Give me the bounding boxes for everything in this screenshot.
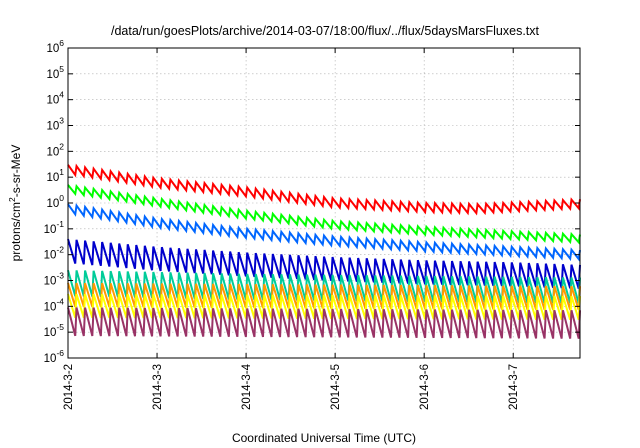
series-line: [67, 307, 581, 339]
y-tick-label: 10-3: [44, 271, 65, 288]
y-tick-label: 103: [46, 116, 64, 133]
x-tick-label: 2014-3-3: [152, 364, 164, 410]
y-tick-label: 104: [46, 90, 64, 107]
series-line: [67, 183, 581, 245]
y-tick-base: 10: [44, 327, 57, 339]
y-tick-base: 10: [44, 276, 57, 288]
series-line: [67, 269, 581, 304]
y-tick-exponent: -3: [56, 271, 64, 281]
y-axis-label-sup: 2: [7, 197, 17, 202]
y-tick-label: 10-5: [44, 322, 65, 339]
y-tick-exponent: 6: [59, 38, 64, 48]
y-tick-label: 101: [46, 167, 64, 184]
x-tick-label: 2014-3-5: [330, 364, 342, 410]
y-axis-label-base: protons/cm: [9, 202, 23, 261]
y-tick-exponent: 4: [59, 90, 64, 100]
series-line: [67, 282, 581, 311]
y-tick-label: 10-1: [44, 219, 65, 236]
x-tick-label: 2014-3-4: [241, 363, 253, 410]
y-tick-exponent: -1: [56, 219, 64, 229]
y-tick-labels: 10-610-510-410-310-210-11001011021031041…: [44, 38, 65, 365]
y-tick-base: 10: [46, 198, 59, 210]
y-tick-label: 106: [46, 38, 64, 55]
y-tick-label: 105: [46, 64, 64, 81]
y-tick-exponent: -5: [56, 322, 64, 332]
y-tick-label: 102: [46, 141, 64, 158]
y-axis-label: protons/cm2-s-sr-MeV: [7, 145, 23, 262]
y-tick-label: 10-2: [44, 245, 65, 262]
y-tick-exponent: -6: [56, 348, 64, 358]
y-tick-exponent: 5: [59, 64, 64, 74]
x-tick-label: 2014-3-6: [419, 364, 431, 410]
y-tick-base: 10: [44, 224, 57, 236]
y-tick-exponent: 2: [59, 141, 64, 151]
y-tick-base: 10: [46, 43, 59, 55]
y-tick-label: 100: [46, 193, 64, 210]
y-tick-exponent: -2: [56, 245, 64, 255]
y-tick-label: 10-4: [44, 296, 65, 313]
y-tick-base: 10: [44, 353, 57, 365]
y-tick-exponent: 3: [59, 116, 64, 126]
chart-title: /data/run/goesPlots/archive/2014-03-07/1…: [111, 24, 540, 38]
y-tick-exponent: -4: [56, 296, 64, 306]
series-line: [67, 293, 581, 321]
y-tick-exponent: 0: [59, 193, 64, 203]
y-tick-label: 10-6: [44, 348, 65, 365]
y-tick-base: 10: [46, 121, 59, 133]
x-tick-labels: 2014-3-2 2014-3-3 2014-3-4 2014-3-5 2014-3-6…: [63, 363, 520, 410]
x-tick-label: 2014-3-7: [508, 364, 520, 410]
tick-marks: [67, 47, 580, 359]
x-axis-label: Coordinated Universal Time (UTC): [232, 431, 416, 445]
y-tick-base: 10: [46, 69, 59, 81]
series-line: [67, 163, 581, 216]
y-tick-exponent: 1: [59, 167, 64, 177]
y-tick-base: 10: [44, 250, 57, 262]
series-group: [67, 163, 581, 339]
y-tick-base: 10: [46, 146, 59, 158]
x-tick-label: 2014-3-2: [63, 364, 75, 410]
series-line: [67, 202, 581, 262]
series-line: [67, 238, 581, 289]
y-tick-base: 10: [46, 172, 59, 184]
y-tick-base: 10: [44, 301, 57, 313]
y-axis-label-rest: -s-sr-MeV: [9, 145, 23, 198]
y-tick-base: 10: [46, 95, 59, 107]
